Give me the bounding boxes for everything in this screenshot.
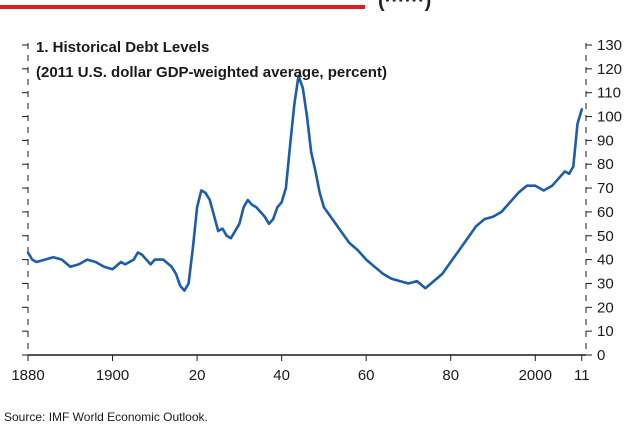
header-red-rule	[0, 5, 365, 9]
y-tick-label: 10	[597, 323, 614, 340]
series-lines	[26, 74, 584, 292]
x-tick-label: 1900	[96, 367, 129, 384]
source-note: Source: IMF World Economic Outlook.	[4, 410, 208, 424]
y-tick-label: 0	[597, 347, 605, 364]
y-tick-label: 120	[597, 61, 622, 78]
y-tick-label: 110	[597, 85, 621, 102]
x-tick-label: 40	[273, 367, 290, 384]
y-tick-label: 20	[597, 299, 614, 316]
debt-series-line	[26, 74, 584, 292]
y-tick-label: 130	[597, 37, 622, 54]
header-bar: (······)	[0, 0, 640, 14]
y-tick-label: 90	[597, 132, 614, 149]
x-tick-label: 60	[358, 367, 375, 384]
x-tick-label: 1880	[11, 367, 44, 384]
x-tick-label: 11	[574, 367, 590, 384]
x-tick-label: 20	[189, 367, 206, 384]
chart-frame	[27, 43, 587, 356]
header-title-fragment: (······)	[378, 0, 432, 12]
y-tick-label: 80	[597, 156, 614, 173]
x-tick-label: 2000	[519, 367, 552, 384]
y-axis-ticks: 0 10 20 30 40 50 60 70 80 90 100 110 120 130	[22, 37, 622, 364]
y-tick-label: 100	[597, 109, 622, 126]
y-tick-label: 40	[597, 252, 614, 269]
y-tick-label: 70	[597, 180, 614, 197]
y-tick-label: 50	[597, 228, 614, 245]
x-tick-label: 80	[442, 367, 459, 384]
x-axis-ticks: 1880 1900 20 40 60 80 2000 11	[11, 355, 590, 384]
y-tick-label: 60	[597, 204, 614, 221]
chart-subtitle: (2011 U.S. dollar GDP-weighted average, …	[36, 64, 387, 81]
chart-title: 1. Historical Debt Levels	[36, 39, 209, 56]
y-tick-label: 30	[597, 275, 614, 292]
